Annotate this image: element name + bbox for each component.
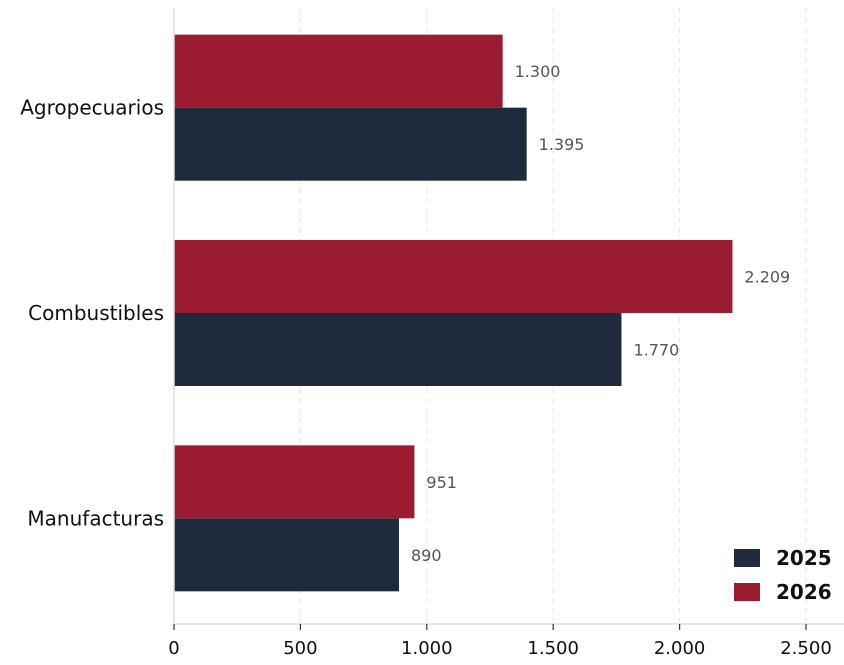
- legend-label: 2025: [776, 546, 832, 570]
- value-label: 890: [411, 546, 442, 565]
- bars: [174, 34, 733, 592]
- x-tick-label: 500: [283, 638, 317, 659]
- bar-2025-combustibles: [174, 313, 622, 386]
- legend-swatch-2025: [734, 549, 760, 567]
- bar-2026-agropecuarios: [174, 34, 503, 108]
- axes: [173, 8, 844, 625]
- x-tick-label: 2.000: [654, 638, 706, 659]
- bar-2026-manufacturas: [174, 445, 415, 519]
- legend-label: 2026: [776, 580, 832, 604]
- x-axis-ticks: 0 500 1.000 1.500 2.000 2.500: [168, 624, 832, 659]
- x-tick-label: 1.000: [401, 638, 453, 659]
- category-label: Manufacturas: [27, 506, 164, 530]
- x-tick-label: 1.500: [527, 638, 579, 659]
- category-labels: Agropecuarios Combustibles Manufacturas: [20, 96, 164, 531]
- legend-swatch-2026: [734, 583, 760, 601]
- bar-2025-manufacturas: [174, 518, 399, 592]
- category-label: Combustibles: [28, 301, 164, 325]
- value-label: 1.300: [515, 62, 561, 81]
- value-labels: 1.395 1.300 1.770 2.209 890 951: [411, 62, 790, 565]
- value-label: 1.395: [539, 135, 585, 154]
- legend: 2025 2026: [734, 546, 832, 604]
- value-label: 951: [426, 473, 457, 492]
- bar-2025-agropecuarios: [174, 107, 527, 181]
- category-label: Agropecuarios: [20, 96, 164, 120]
- x-tick-label: 0: [168, 638, 179, 659]
- x-tick-label: 2.500: [780, 638, 832, 659]
- bar-2026-combustibles: [174, 240, 733, 313]
- value-label: 2.209: [744, 268, 790, 287]
- value-label: 1.770: [633, 341, 679, 360]
